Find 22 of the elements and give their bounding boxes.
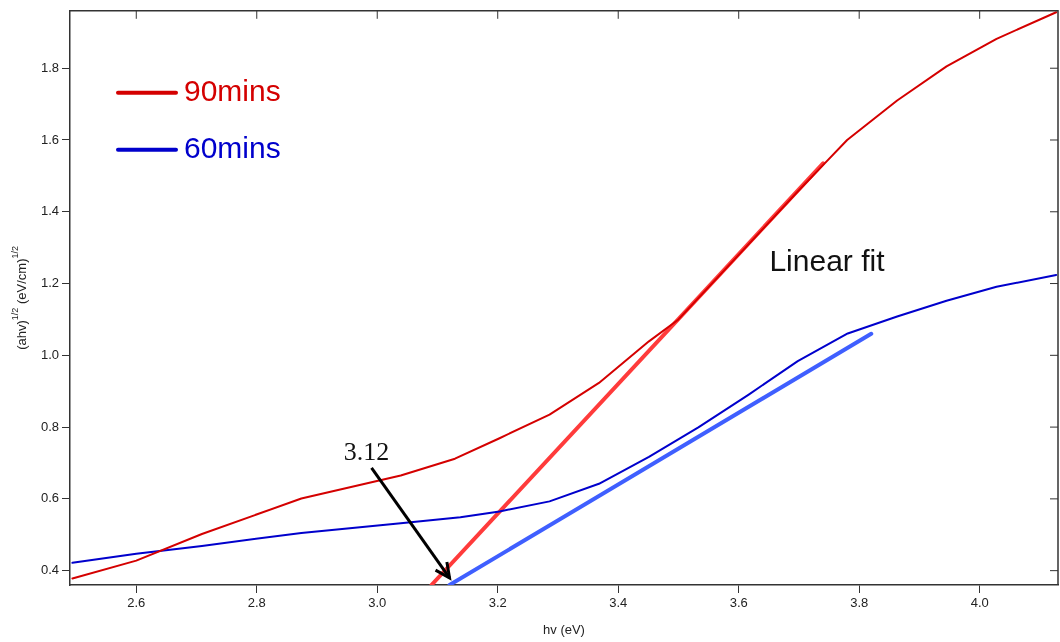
x-tick-label: 3.2: [488, 595, 507, 611]
y-tick-label: 0.6: [40, 490, 59, 506]
y-tick-label: 0.4: [40, 562, 59, 578]
x-tick-label: 2.8: [247, 595, 266, 611]
legend-label: 60mins: [184, 131, 281, 165]
x-axis-title: hv (eV): [543, 621, 585, 637]
x-tick-label: 3.4: [609, 595, 628, 611]
y-axis-title: (ahv)1/2 (eV/cm)1/2: [10, 246, 29, 350]
legend-label: 90mins: [184, 74, 281, 108]
x-tick-label: 3.0: [368, 595, 387, 611]
x-tick-label: 2.6: [127, 595, 146, 611]
y-tick-label: 1.8: [40, 59, 59, 75]
y-tick-label: 1.2: [40, 275, 59, 291]
annotation: Linear fit: [769, 244, 886, 278]
y-tick-label: 1.4: [40, 203, 59, 219]
x-tick-label: 3.6: [729, 595, 748, 611]
x-tick-label: 3.8: [850, 595, 869, 611]
y-tick-label: 1.6: [40, 131, 59, 147]
y-tick-label: 1.0: [40, 346, 59, 362]
annotation: 3.12: [343, 436, 390, 466]
y-tick-label: 0.8: [40, 418, 59, 434]
x-tick-label: 4.0: [970, 595, 989, 611]
